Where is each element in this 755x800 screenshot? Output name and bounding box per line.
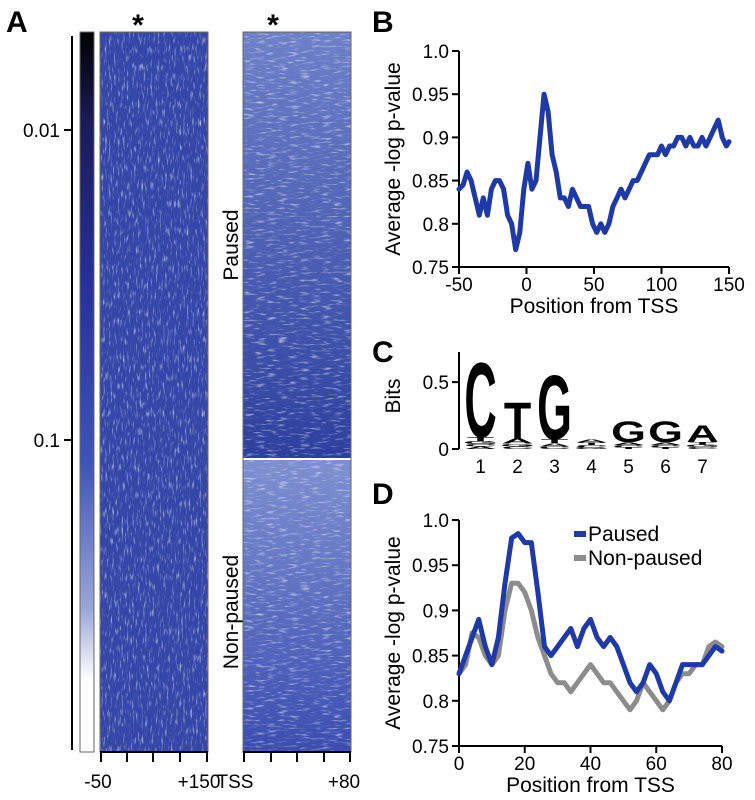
chart-b: 0.75 0.8 0.85 0.9 0.95 1.0 -50 0 50 100 150 Positio… (382, 42, 745, 318)
legend-label-paused: Paused (588, 523, 659, 546)
heatmap-left-xtick-label-end: +150 (178, 772, 221, 793)
chartB-ytick-label: 0.85 (412, 172, 449, 193)
heatmap-right-xtick-label-start: TSS (217, 772, 254, 793)
logo-position-label: 7 (697, 457, 708, 478)
logo-ytick-label: 0 (438, 440, 449, 461)
logo-letter-t: T (652, 447, 680, 450)
logo-letter-a: A (649, 441, 681, 446)
logo-letter-t: T (504, 392, 531, 450)
panel-d-label: D (372, 478, 394, 511)
group-label-paused: Paused (220, 209, 243, 280)
chart-c-logo: 00.5BitsACGTC1CGAT2CATG3GCTA4TCAG5TCAG6C… (382, 342, 720, 478)
chartB-series-line-main (456, 91, 732, 253)
logo-position-label: 6 (660, 457, 671, 478)
logo-ylabel: Bits (382, 378, 405, 413)
chartB-xtick-label: 50 (583, 275, 604, 296)
panel-b-label: B (372, 6, 394, 39)
logo-position-label: 2 (512, 457, 523, 478)
chartB-ytick-label: 0.95 (412, 85, 449, 106)
chartB-xtick-label: 150 (713, 275, 745, 296)
logo-letter-g: G (463, 440, 498, 445)
logo-letter-c: C (649, 444, 681, 448)
chartD-xtick-label: 0 (454, 754, 465, 775)
chartD-xlabel: Position from TSS (506, 774, 675, 797)
chartB-xtick-label: -50 (445, 275, 472, 296)
heatmap-right (242, 31, 352, 753)
logo-letter-a: A (612, 441, 644, 446)
chartD-ytick-label: 0.8 (423, 692, 449, 713)
chartB-ytick-label: 1.0 (423, 42, 449, 63)
chartD-ylabel: Average -log p-value (382, 536, 405, 729)
heatmap-right-xticks (243, 752, 351, 762)
panel-a-label: A (6, 6, 28, 39)
chartD-ytick-label: 0.95 (412, 556, 449, 577)
chartD-xtick-label: 60 (646, 754, 667, 775)
logo-letter-c: C (612, 444, 644, 448)
chartB-xlabel: Position from TSS (510, 295, 679, 318)
logo-letter-g: G (574, 447, 609, 450)
colorbar-label-0.01: 0.01 (23, 121, 60, 142)
logo-letter-c: C (686, 447, 718, 450)
chartD-series-line-paused (456, 531, 725, 704)
chartB-ytick-label: 0.75 (412, 258, 449, 279)
heatmap-left (99, 31, 209, 753)
panel-c-label: C (372, 336, 394, 369)
logo-position-label: 1 (475, 457, 486, 478)
chartB-ytick-label: 0.9 (423, 128, 449, 149)
logo-letter-g: G (648, 416, 683, 449)
chart-d: 0.75 0.8 0.85 0.9 0.95 1.0 0 20 40 60 80 Position f… (382, 511, 733, 797)
logo-letter-c: C (464, 444, 496, 448)
logo-letter-g: G (611, 416, 646, 449)
heatmap-left-xticks (100, 752, 208, 762)
logo-letter-c: C (575, 444, 607, 448)
logo-letter-a: A (575, 438, 607, 443)
logo-letter-g: G (685, 444, 720, 448)
logo-letter-a: A (464, 446, 496, 450)
chartB-xtick-label: 100 (646, 275, 678, 296)
heatmap-left-xtick-label-start: -50 (84, 772, 111, 793)
logo-letter-t: T (541, 438, 569, 444)
colorbar-label-0.1: 0.1 (34, 431, 60, 452)
chartB-ylabel: Average -log p-value (382, 62, 405, 255)
chartD-xtick-label: 80 (711, 754, 732, 775)
logo-letter-a: A (538, 442, 570, 447)
logo-letter-g: G (537, 357, 572, 460)
chartD-ytick-label: 0.85 (412, 647, 449, 668)
chartB-ytick-label: 0.8 (423, 215, 449, 236)
logo-letter-t: T (467, 436, 495, 442)
logo-letter-t: T (615, 447, 643, 450)
chartD-ytick-label: 0.9 (423, 601, 449, 622)
logo-ytick-label: 0.5 (423, 373, 449, 394)
group-label-non-paused: Non-paused (220, 555, 243, 669)
logo-letter-a: A (686, 420, 718, 447)
chartD-xtick-label: 20 (514, 754, 535, 775)
logo-letter-c: C (538, 446, 570, 450)
logo-letter-t: T (578, 442, 606, 446)
colorbar (79, 31, 95, 753)
logo-letter-c: C (464, 342, 496, 461)
heatmap-right-xtick-label-end: +80 (328, 772, 360, 793)
logo-letter-g: G (500, 443, 535, 448)
legend-label-non-paused: Non-paused (588, 547, 702, 570)
logo-letter-c: C (501, 446, 533, 450)
logo-position-label: 5 (623, 457, 634, 478)
chartD-ytick-label: 1.0 (423, 511, 449, 532)
chartD-ytick-label: 0.75 (412, 737, 449, 758)
logo-letter-t: T (689, 441, 717, 445)
heatmap-right-star: * (267, 9, 279, 42)
logo-position-label: 3 (549, 457, 560, 478)
heatmap-left-star: * (132, 9, 144, 42)
logo-letter-a: A (501, 437, 533, 445)
chartD-xtick-label: 40 (580, 754, 601, 775)
chartB-xtick-label: 0 (521, 275, 532, 296)
logo-position-label: 4 (586, 457, 597, 478)
